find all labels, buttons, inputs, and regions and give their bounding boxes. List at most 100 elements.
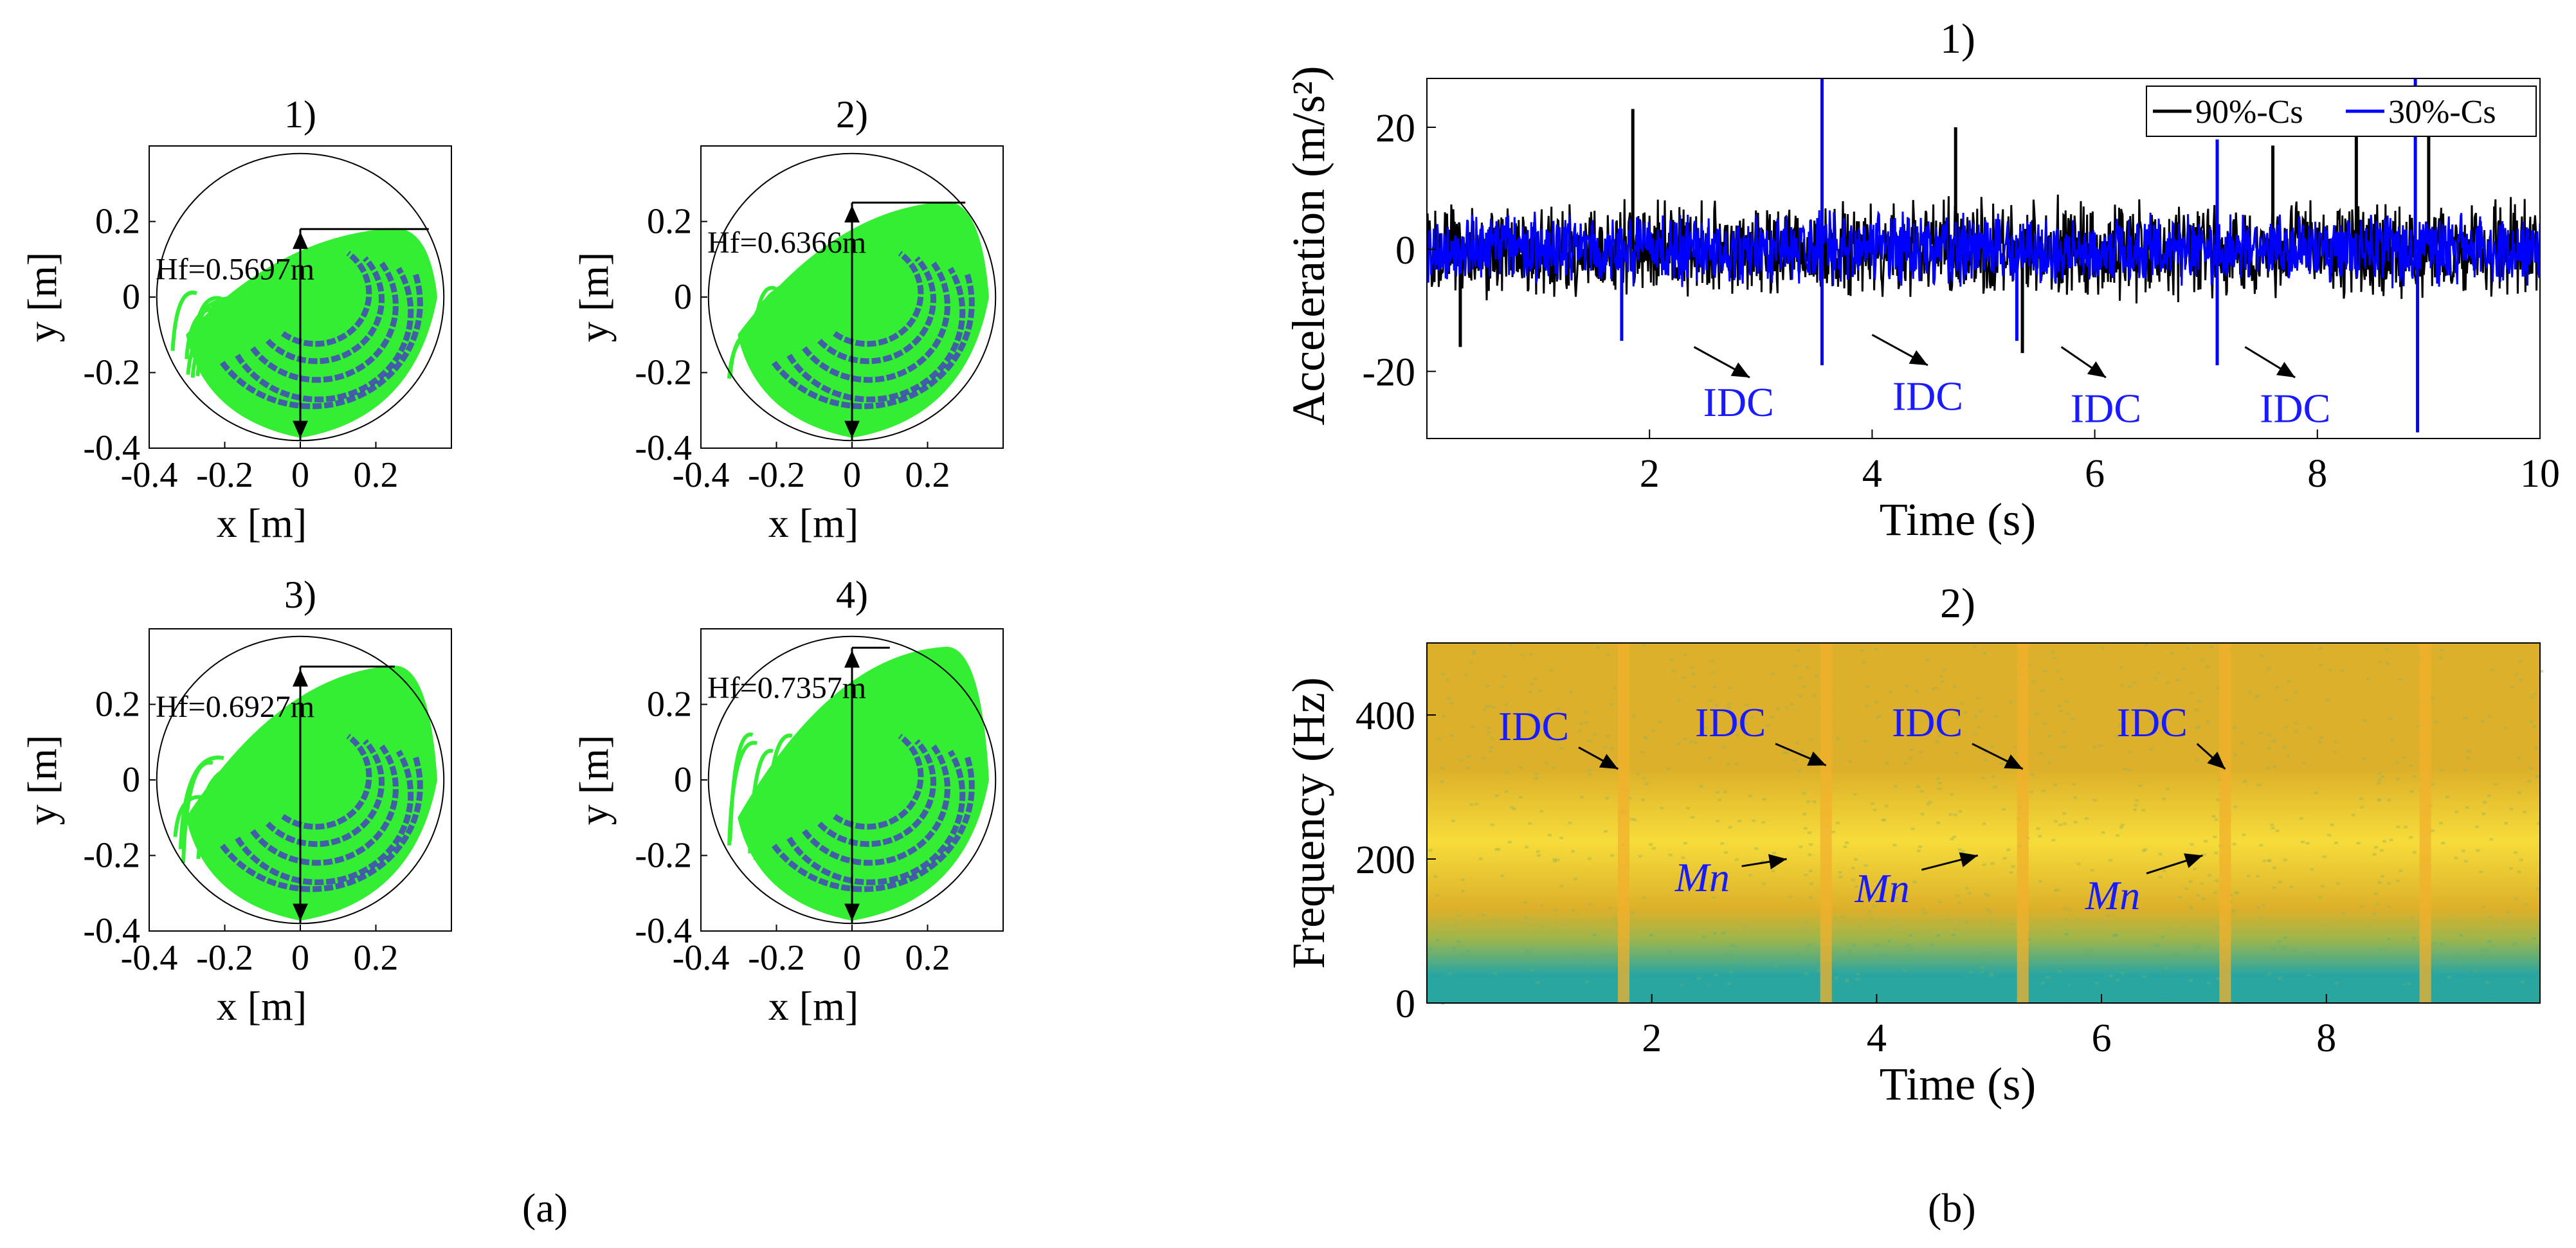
spectrogram-speckle (1918, 751, 1923, 754)
spectrogram-speckle (2387, 799, 2391, 802)
spectrogram-speckle (1541, 926, 1545, 929)
spectrogram-speckle (1518, 735, 1523, 738)
spectrogram-speckle (2193, 867, 2197, 871)
spectrogram-speckle (1459, 759, 1464, 762)
trajectory-strand (809, 704, 858, 831)
spectrogram-speckle (2119, 826, 2123, 829)
spectrogram-speckle (2272, 765, 2277, 768)
spectrogram-speckle (1990, 862, 1995, 865)
spectrogram-speckle (2158, 876, 2163, 879)
spectrogram-speckle (2483, 949, 2488, 952)
annotation-arrow (1972, 743, 2024, 770)
spectrogram-speckle (2006, 848, 2011, 851)
spectrogram-speckle (2141, 808, 2146, 811)
spectrogram-speckle (1465, 950, 1470, 954)
spectrogram-speckle (1470, 725, 1474, 728)
spectrogram-speckle (2114, 934, 2119, 937)
spectrogram-speckle (2259, 844, 2263, 847)
spectrogram-speckle (1549, 669, 1554, 672)
spectrogram-speckle (1980, 966, 1984, 970)
spectrogram-speckle (1712, 882, 1717, 885)
spectrogram-speckle (2101, 831, 2105, 834)
spectrogram-speckle (1481, 914, 1485, 917)
spectrogram-speckle (1808, 869, 1813, 873)
spectrogram-speckle (2009, 871, 2013, 874)
spectrogram-speckle (1798, 694, 1802, 698)
spectrogram-speckle (1893, 784, 1898, 788)
spectrogram-speckle (1448, 972, 1453, 975)
spectrogram-speckle (2087, 950, 2092, 953)
spectrogram-speckle (1761, 821, 1766, 824)
spectrogram-speckle (2409, 790, 2413, 793)
particle-band (266, 739, 385, 847)
spectrogram-speckle (2132, 808, 2137, 811)
spectrogram-speckle (2255, 874, 2260, 878)
spectrogram-speckle (2178, 896, 2182, 899)
spectrogram-speckle (2441, 842, 2445, 845)
spectrogram-speckle (1722, 745, 1727, 748)
annotation-arrow (1741, 854, 1787, 870)
spectrogram-speckle (2381, 957, 2385, 960)
spectrogram-speckle (1716, 819, 1720, 822)
spectrogram-speckle (1561, 923, 1565, 927)
spectrogram-speckle (2386, 662, 2390, 665)
spectrogram-speckle (1979, 709, 1983, 712)
spectrogram-speckle (1587, 739, 1592, 743)
spectrogram-speckle (1888, 928, 1892, 931)
spectrogram-speckle (2231, 910, 2235, 914)
spectrogram-speckle (2063, 822, 2067, 826)
x-tick-label: 0.2 (905, 455, 950, 495)
spectrogram-speckle (2481, 812, 2486, 815)
spectrogram-speckle (2503, 727, 2508, 730)
particle-band (250, 744, 399, 866)
caption-b: (b) (1928, 1185, 1976, 1231)
spectrogram-speckle (2454, 952, 2458, 955)
spectrogram-speckle (1910, 721, 1915, 724)
spectrogram-speckle (2294, 721, 2299, 725)
spectrogram-speckle (2149, 748, 2154, 751)
spectrogram-speckle (2360, 806, 2364, 809)
x-tick-label: 0.2 (354, 455, 399, 495)
spectrogram-speckle (1588, 773, 1592, 776)
trajectory-strand (241, 293, 278, 353)
annotation-arrow (1775, 743, 1827, 766)
spectrogram-speckle (1795, 953, 1799, 956)
spectrogram-speckle (2057, 704, 2062, 707)
spectrogram-speckle (1806, 800, 1811, 803)
spectrogram-speckle (1505, 770, 1509, 773)
spectrogram-speckle (1539, 904, 1544, 907)
spectrogram-speckle (2034, 712, 2038, 716)
spectrogram-speckle (1631, 714, 1636, 718)
spectrogram-speckle (2204, 840, 2208, 843)
spectrogram-speckle (1942, 669, 1946, 672)
spectrogram-speckle (2040, 982, 2045, 985)
spectrogram-speckle (2532, 725, 2537, 728)
spectrogram-speckle (2163, 728, 2167, 731)
spectrogram-speckle (2410, 916, 2415, 919)
trajectory-strand (253, 808, 295, 856)
spectrogram-speckle (2182, 926, 2186, 929)
spectrogram-speckle (1606, 653, 1610, 656)
spectrogram-speckle (2411, 937, 2416, 940)
spectrogram-speckle (1676, 699, 1681, 702)
spectrogram-speckle (2162, 797, 2166, 800)
spectrogram-speckle (1988, 910, 1992, 913)
spectrogram-speckle (2409, 764, 2413, 768)
spectrogram-speckle (2214, 818, 2218, 821)
spectrogram-speckle (2300, 840, 2305, 844)
spectrogram-speckle (1613, 955, 1618, 958)
spectrogram-speckle (1689, 666, 1694, 669)
orbit-data (727, 646, 990, 921)
spectrogram-speckle (1799, 749, 1804, 752)
x-tick-label: -0.4 (121, 455, 178, 495)
spectrogram-speckle (1917, 849, 1921, 853)
spectrogram-speckle (2095, 982, 2100, 985)
spectrogram-speckle (2382, 840, 2386, 843)
spectrogram-speckle (1799, 846, 1803, 849)
y-axis-label: y [m] (19, 735, 65, 825)
spectrogram-speckle (1585, 923, 1590, 927)
legend-entry: 90%-Cs (2195, 94, 2303, 131)
spectrogram-speckle (2092, 799, 2097, 802)
spectrogram-speckle (1934, 686, 1938, 689)
spectrogram-speckle (2348, 960, 2353, 963)
